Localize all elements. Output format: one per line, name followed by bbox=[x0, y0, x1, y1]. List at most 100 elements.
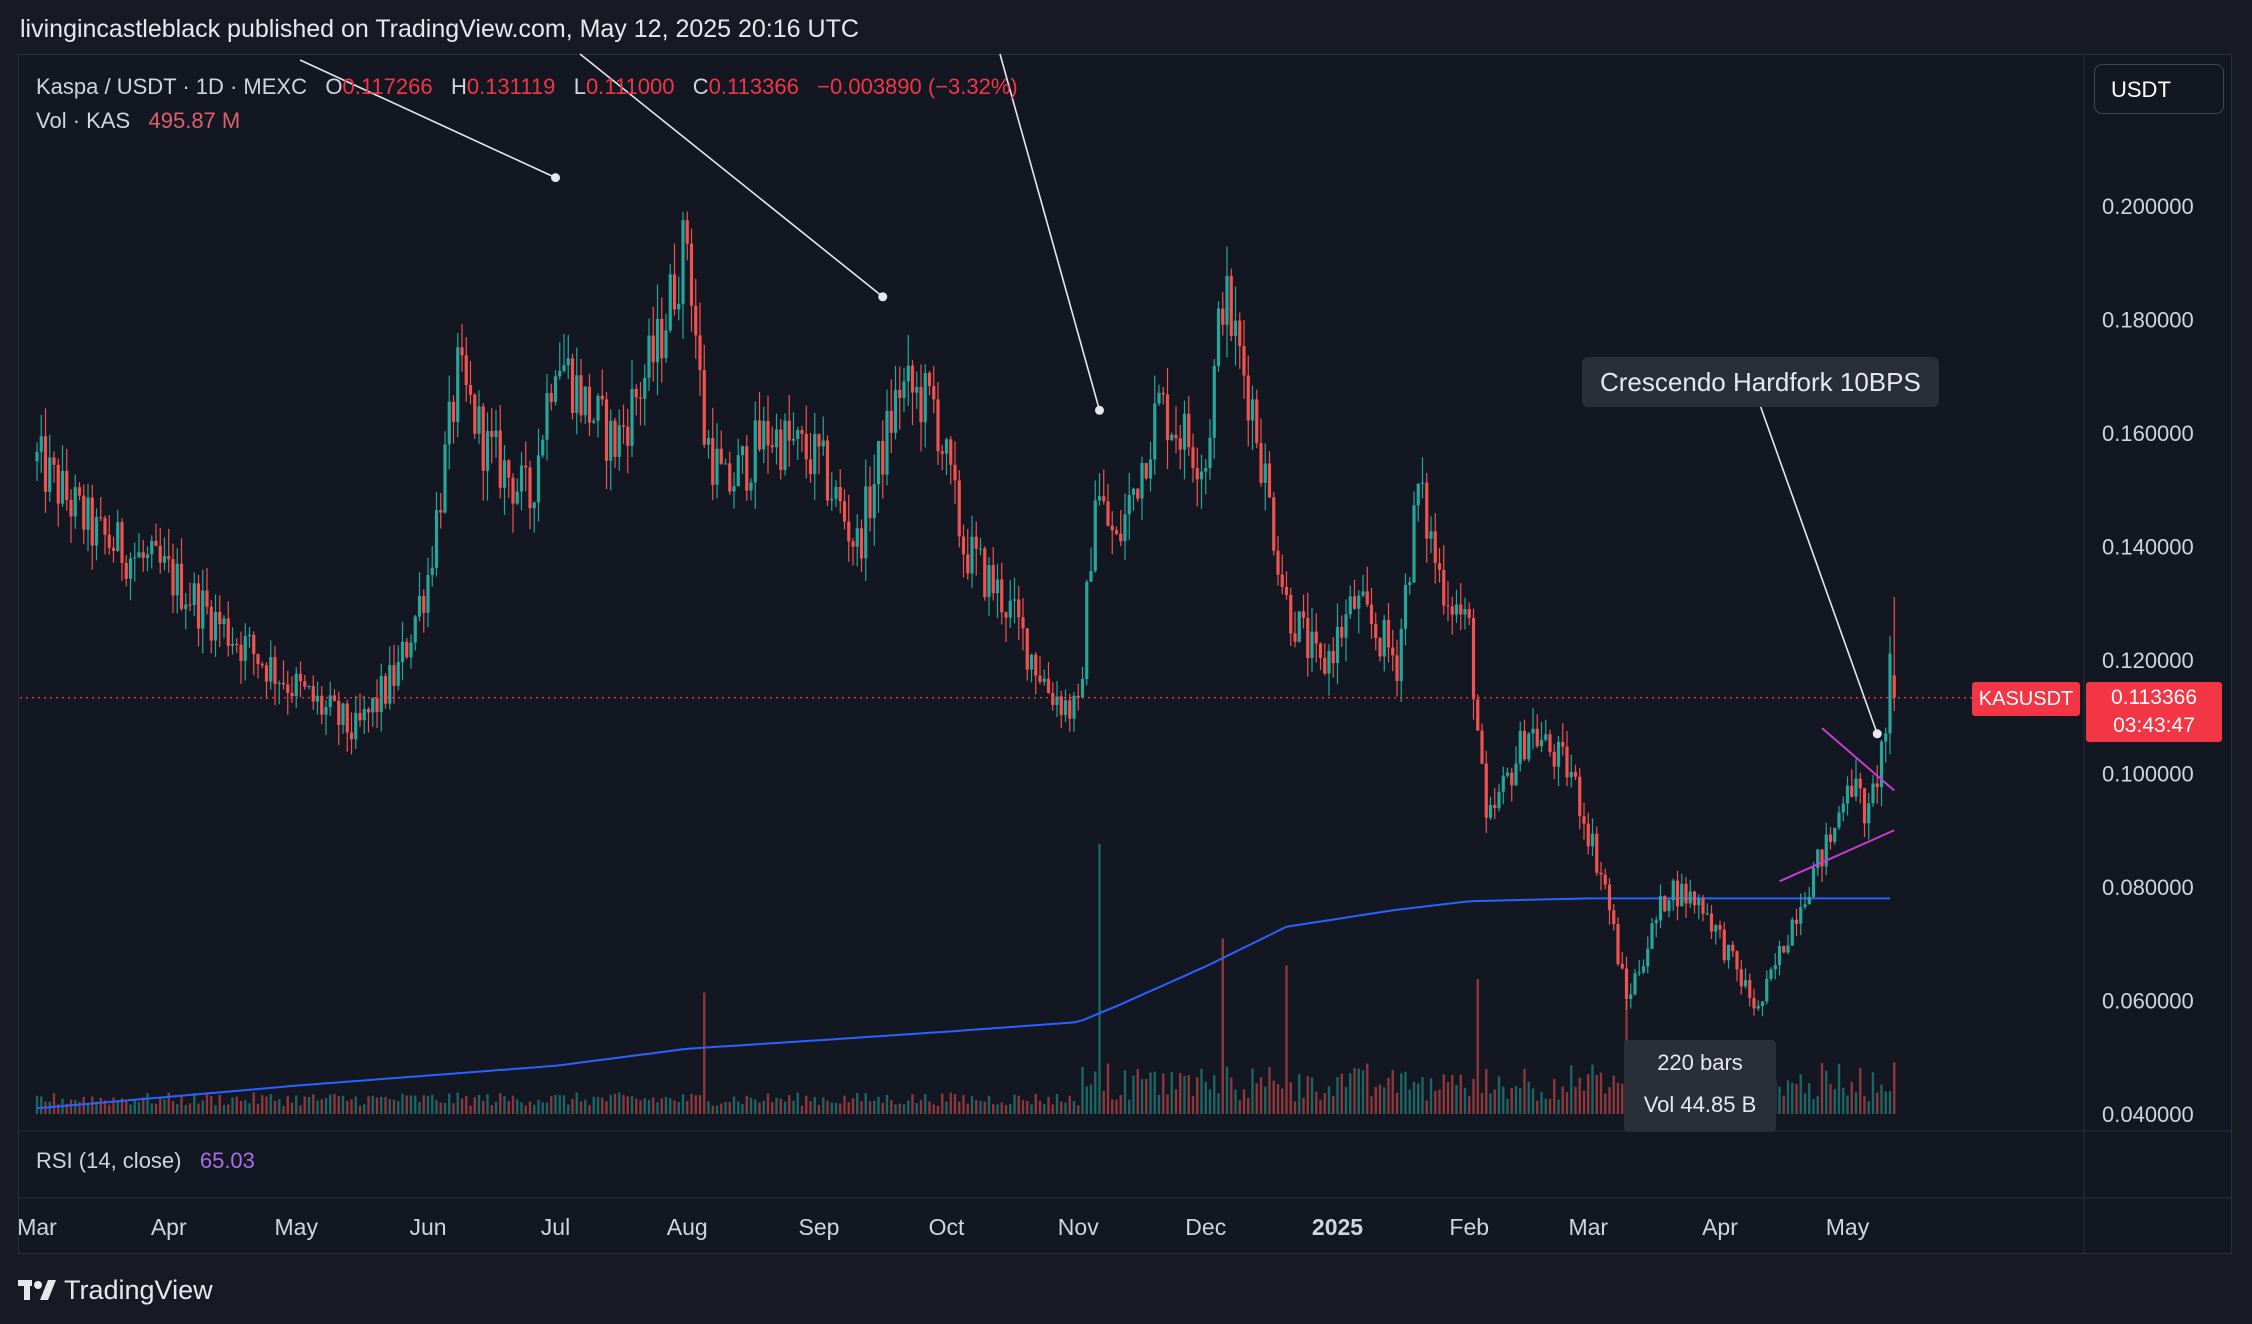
volume-bar bbox=[949, 1092, 952, 1114]
chart-frame[interactable] bbox=[18, 54, 2232, 1254]
annotation-callout[interactable]: Crescendo Hardfork 10BPS bbox=[1582, 357, 1939, 407]
candle-body bbox=[1735, 951, 1739, 970]
volume-bar bbox=[52, 1093, 56, 1114]
time-axis-tick: 2025 bbox=[1312, 1214, 1363, 1240]
candle-body bbox=[825, 440, 830, 501]
volume-label[interactable]: Vol · KAS bbox=[36, 108, 131, 133]
volume-bar bbox=[1591, 1064, 1594, 1114]
volume-bar bbox=[1140, 1079, 1144, 1114]
candle-body bbox=[719, 448, 723, 464]
volume-bar bbox=[1102, 1090, 1105, 1114]
candle-body bbox=[1042, 678, 1046, 682]
volume-bar bbox=[1480, 1092, 1484, 1114]
volume-bar bbox=[146, 1092, 149, 1114]
rsi-label: RSI (14, close) bbox=[36, 1148, 182, 1173]
volume-bar bbox=[550, 1096, 553, 1114]
candle-body bbox=[205, 590, 209, 607]
volume-bar bbox=[1404, 1071, 1407, 1114]
annotation-connector[interactable] bbox=[299, 59, 556, 179]
triangle-trendline[interactable] bbox=[1779, 829, 1895, 883]
volume-bar bbox=[545, 1102, 549, 1114]
volume-bar bbox=[1047, 1096, 1050, 1114]
annotation-anchor-point[interactable] bbox=[1095, 405, 1104, 415]
candle-body bbox=[1828, 834, 1833, 842]
volume-bar bbox=[350, 1099, 353, 1114]
volume-bar bbox=[1251, 1068, 1254, 1114]
candle-body bbox=[940, 451, 944, 454]
candle-body bbox=[1518, 730, 1522, 764]
volume-bar bbox=[1179, 1073, 1182, 1114]
volume-bar bbox=[1259, 1077, 1263, 1114]
volume-bar bbox=[103, 1100, 107, 1114]
candle-body bbox=[902, 381, 906, 398]
time-axis-tick: Oct bbox=[929, 1214, 965, 1240]
candle-body bbox=[847, 521, 851, 542]
candle-body bbox=[621, 425, 626, 427]
volume-bar bbox=[541, 1102, 544, 1114]
volume-bar bbox=[460, 1098, 464, 1114]
volume-bar bbox=[817, 1104, 821, 1114]
candle-body bbox=[1408, 582, 1412, 585]
candle-body bbox=[1344, 614, 1348, 638]
candle-body bbox=[1714, 925, 1718, 932]
volume-bar bbox=[618, 1092, 621, 1114]
candle-body bbox=[1510, 772, 1514, 786]
volume-bar bbox=[1782, 1095, 1785, 1114]
volume-bar bbox=[1094, 1071, 1097, 1114]
rsi-legend[interactable]: RSI (14, close) 65.03 bbox=[36, 1148, 255, 1174]
annotation-anchor-point[interactable] bbox=[1872, 729, 1882, 739]
candle-body bbox=[1059, 696, 1063, 716]
volume-bar bbox=[660, 1098, 663, 1114]
candle-body bbox=[133, 557, 137, 559]
currency-button[interactable]: USDT bbox=[2094, 64, 2224, 114]
volume-bar bbox=[1213, 1075, 1216, 1114]
volume-bar bbox=[996, 1104, 999, 1114]
volume-bar bbox=[945, 1101, 948, 1114]
annotation-connector[interactable] bbox=[1759, 404, 1879, 735]
volume-bar bbox=[1119, 1095, 1122, 1114]
price-axis-tick: 0.120000 bbox=[2102, 648, 2194, 673]
candle-body bbox=[1008, 600, 1012, 618]
annotation-anchor-point[interactable] bbox=[551, 173, 560, 183]
candle-body bbox=[332, 695, 337, 701]
candle-body bbox=[1658, 896, 1663, 921]
annotation-connector[interactable] bbox=[579, 53, 884, 298]
triangle-trendline[interactable] bbox=[1821, 727, 1895, 792]
volume-bar bbox=[120, 1098, 124, 1114]
volume-bar bbox=[639, 1100, 642, 1114]
volume-bar bbox=[1128, 1099, 1131, 1114]
volume-bar bbox=[401, 1093, 404, 1114]
annotation-anchor-point[interactable] bbox=[878, 292, 888, 302]
volume-bar bbox=[503, 1096, 506, 1114]
volume-bar bbox=[805, 1095, 808, 1114]
symbol-label[interactable]: Kaspa / USDT · 1D · MEXC bbox=[36, 74, 307, 99]
annotation-connector[interactable] bbox=[999, 53, 1101, 411]
volume-bar bbox=[1383, 1087, 1386, 1114]
volume-bar bbox=[520, 1102, 523, 1114]
volume-bar bbox=[163, 1099, 166, 1114]
volume-bar bbox=[813, 1097, 816, 1114]
candle-body bbox=[1335, 626, 1340, 664]
volume-bar bbox=[1255, 1083, 1258, 1114]
candle-body bbox=[1178, 438, 1182, 450]
volume-bar bbox=[1349, 1073, 1352, 1114]
volume-bar bbox=[800, 1105, 804, 1114]
volume-bar bbox=[1302, 1097, 1305, 1114]
volume-bar bbox=[159, 1096, 162, 1114]
candle-body bbox=[1641, 966, 1646, 973]
volume-bar bbox=[354, 1096, 357, 1114]
volume-bar bbox=[392, 1099, 396, 1114]
candle-body bbox=[1820, 849, 1824, 867]
volume-bar bbox=[907, 1100, 910, 1114]
volume-bar bbox=[1200, 1068, 1203, 1114]
volume-bar bbox=[465, 1095, 468, 1114]
candle-body bbox=[536, 455, 541, 503]
candle-body bbox=[1607, 884, 1612, 911]
volume-bar bbox=[499, 1093, 502, 1114]
candle-body bbox=[328, 695, 332, 708]
volume-bar bbox=[205, 1093, 209, 1114]
price-axis-tick: 0.100000 bbox=[2102, 762, 2194, 787]
volume-bar bbox=[1548, 1098, 1552, 1114]
volume-bar bbox=[1106, 1063, 1110, 1114]
